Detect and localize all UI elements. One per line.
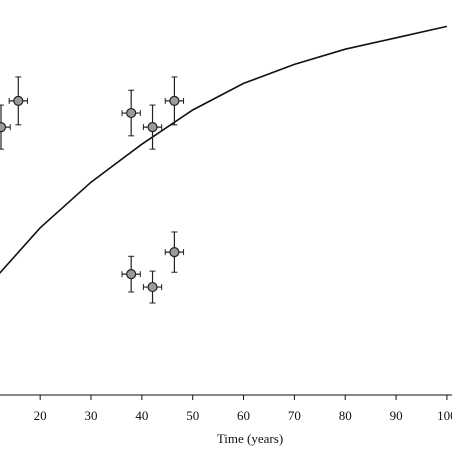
- x-axis-label: Time (years): [217, 431, 283, 446]
- data-point: [169, 95, 180, 106]
- x-tick-label: 30: [85, 408, 98, 423]
- x-tick-label: 90: [390, 408, 403, 423]
- data-point: [0, 122, 7, 133]
- data-point: [169, 247, 180, 258]
- fit-curve: [0, 25, 448, 274]
- x-tick-label: 50: [186, 408, 199, 423]
- data-point: [126, 269, 137, 280]
- data-point: [13, 95, 24, 106]
- x-tick-label: 100: [437, 408, 452, 423]
- x-tick-label: 70: [288, 408, 301, 423]
- data-point: [126, 107, 137, 119]
- x-tick-label: 80: [339, 408, 352, 423]
- data-point: [147, 281, 158, 293]
- x-tick-label: 60: [237, 408, 250, 423]
- data-point: [147, 121, 158, 133]
- x-tick-label: 20: [34, 408, 47, 423]
- x-tick-label: 40: [135, 408, 148, 423]
